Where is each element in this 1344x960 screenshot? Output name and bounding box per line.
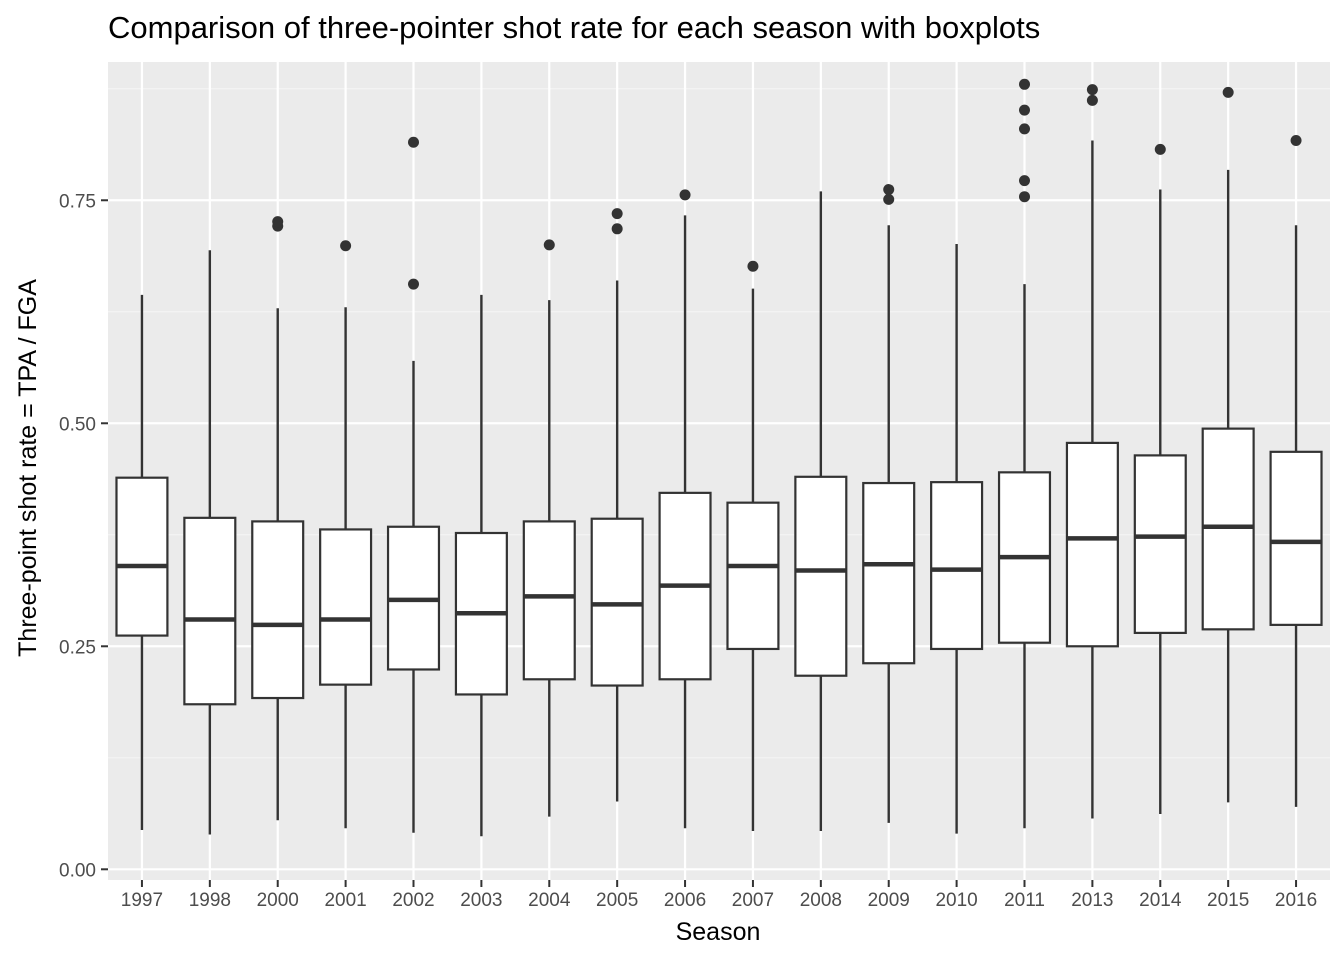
outlier-point	[1019, 78, 1030, 90]
box-2010	[930, 243, 984, 834]
iqr-box	[522, 520, 576, 681]
x-tick-label: 2004	[528, 890, 571, 911]
x-tick-label: 2016	[1275, 890, 1317, 911]
outlier-point	[543, 239, 555, 251]
outlier-point	[611, 223, 623, 235]
x-tick-label: 1997	[121, 890, 163, 911]
x-tick-label: 2003	[460, 890, 502, 911]
outlier-point	[883, 193, 895, 205]
iqr-box	[794, 475, 848, 677]
x-tick-label: 2014	[1139, 890, 1182, 911]
box-2013	[1065, 84, 1119, 819]
y-tick-label: 0.00	[59, 860, 96, 881]
y-tick-label: 0.25	[59, 637, 96, 658]
box-2002	[386, 136, 441, 833]
iqr-box	[319, 528, 373, 686]
iqr-box	[115, 476, 169, 637]
box-1997	[115, 294, 169, 831]
iqr-box	[1133, 454, 1187, 635]
iqr-box	[930, 481, 984, 651]
iqr-box	[1065, 441, 1119, 648]
box-2001	[319, 240, 373, 829]
y-tick-label: 0.75	[59, 191, 96, 212]
outlier-point	[611, 208, 623, 220]
box-2006	[658, 189, 712, 829]
box-2009	[862, 184, 916, 823]
box-series	[115, 78, 1323, 837]
x-tick-label: 2005	[596, 890, 638, 911]
outlier-point	[408, 136, 419, 148]
box-2008	[794, 191, 848, 831]
box-2016	[1269, 134, 1323, 807]
box-2000	[251, 216, 305, 821]
box-2015	[1201, 86, 1255, 803]
box-2004	[522, 239, 576, 817]
box-2005	[590, 208, 644, 802]
x-tick-label: 2007	[732, 890, 774, 911]
outlier-point	[1154, 143, 1166, 155]
outlier-point	[1222, 86, 1234, 98]
x-tick-label: 1998	[189, 890, 231, 911]
x-tick-label: 2013	[1071, 890, 1113, 911]
outlier-point	[1019, 191, 1030, 203]
outlier-point	[1019, 104, 1030, 116]
outlier-point	[1086, 84, 1098, 96]
box-1998	[183, 250, 237, 835]
chart-title: Comparison of three-pointer shot rate fo…	[108, 10, 1041, 45]
outlier-point	[1019, 175, 1030, 187]
x-tick-label: 2011	[1004, 890, 1045, 911]
minor-gridlines	[108, 88, 1330, 759]
x-tick-label: 2008	[800, 890, 842, 911]
box-2014	[1133, 143, 1187, 814]
outlier-point	[747, 260, 759, 272]
x-axis-label: Season	[676, 918, 761, 946]
x-tick-label: 2009	[868, 890, 910, 911]
x-tick-label: 2001	[324, 890, 366, 911]
y-tick-label: 0.50	[59, 414, 96, 435]
outlier-point	[1086, 94, 1098, 106]
iqr-box	[251, 520, 305, 700]
x-tick-label: 2015	[1207, 890, 1249, 911]
outlier-point	[1019, 123, 1030, 135]
x-tick-label: 2002	[392, 890, 434, 911]
x-axis: 1997 1998 2000 2001 2002 2003 2004 2005 2006 2007…	[121, 880, 1317, 911]
iqr-box	[1269, 450, 1323, 626]
outlier-point	[340, 240, 352, 252]
outlier-point	[883, 184, 895, 196]
x-tick-label: 2000	[257, 890, 299, 911]
y-axis: 0.00 0.25 0.50 0.75	[59, 191, 108, 881]
outlier-point	[679, 189, 691, 201]
box-2007	[726, 260, 780, 831]
iqr-box	[862, 481, 916, 665]
plot-panel	[108, 62, 1330, 880]
outlier-point	[272, 216, 284, 228]
x-tick-label: 2010	[935, 890, 977, 911]
x-tick-label: 2006	[664, 890, 706, 911]
box-2003	[454, 294, 508, 837]
outlier-point	[1290, 134, 1302, 146]
outlier-point	[408, 278, 419, 290]
y-axis-label: Three-point shot rate = TPA / FGA	[14, 279, 42, 657]
iqr-box	[183, 516, 237, 706]
box-2011	[997, 78, 1052, 829]
iqr-box	[726, 501, 780, 651]
